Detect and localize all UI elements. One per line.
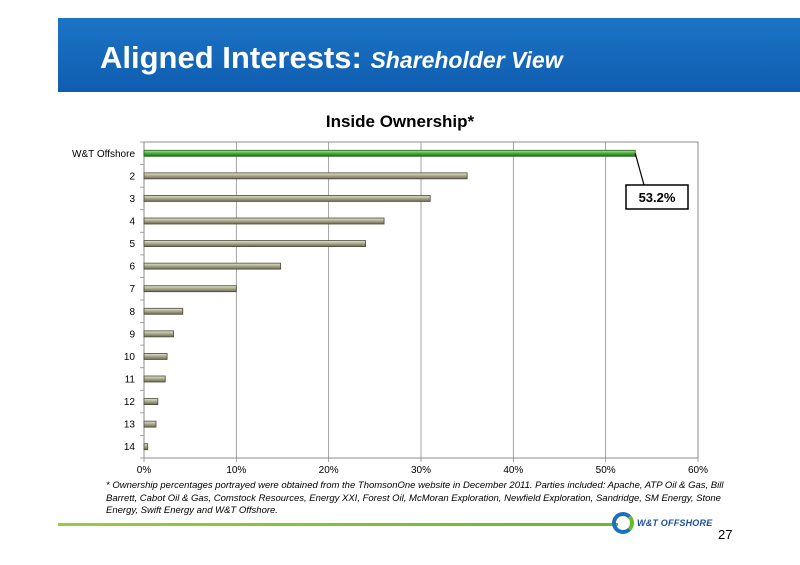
- slide-title: Aligned Interests: Shareholder View: [100, 40, 563, 76]
- x-tick-label: 20%: [319, 465, 339, 476]
- bar: [143, 420, 157, 428]
- y-category-label: 14: [124, 442, 136, 453]
- bar: [143, 262, 282, 270]
- y-category-label: 7: [129, 284, 135, 295]
- bar: [143, 285, 237, 293]
- page-number: 27: [718, 527, 733, 542]
- x-tick-label: 0%: [137, 465, 152, 476]
- bar: [143, 443, 149, 451]
- callout-leader-line: [634, 153, 645, 186]
- y-category-label: 4: [129, 217, 135, 228]
- y-category-label: 13: [124, 420, 136, 431]
- x-tick-label: 30%: [411, 465, 431, 476]
- bar-highlighted: [143, 149, 636, 157]
- bar: [143, 398, 159, 405]
- y-category-label: 10: [124, 352, 136, 363]
- bar: [143, 172, 468, 180]
- chart-title: Inside Ownership*: [325, 112, 475, 131]
- y-category-label: 5: [129, 239, 135, 250]
- slide-title-main: Aligned Interests:: [100, 40, 362, 75]
- y-category-label: 3: [129, 194, 135, 205]
- bar: [143, 240, 367, 247]
- bar: [143, 375, 166, 383]
- bar: [143, 330, 174, 338]
- y-category-label: W&T Offshore: [72, 149, 135, 160]
- bar: [143, 353, 168, 360]
- callout-value-label: 53.2%: [639, 190, 676, 205]
- y-category-label: 8: [129, 307, 135, 318]
- logo-icon: [612, 512, 634, 534]
- bar: [143, 195, 431, 202]
- y-category-label: 2: [129, 171, 135, 182]
- bar: [143, 217, 385, 225]
- bar: [143, 307, 184, 315]
- footnote: * Ownership percentages portrayed were o…: [106, 480, 724, 516]
- slide-title-sub: Shareholder View: [370, 47, 563, 73]
- x-tick-label: 60%: [688, 465, 708, 476]
- footer-divider: [58, 523, 618, 526]
- company-logo: W&T OFFSHORE: [612, 512, 712, 534]
- y-category-label: 11: [125, 375, 136, 386]
- callout-box: [625, 184, 689, 210]
- logo-text: W&T OFFSHORE: [637, 518, 713, 528]
- y-category-label: 9: [129, 329, 135, 340]
- y-category-label: 12: [124, 397, 136, 408]
- x-tick-label: 10%: [226, 465, 246, 476]
- y-category-label: 6: [129, 262, 135, 273]
- x-tick-label: 40%: [503, 465, 523, 476]
- title-banner: Aligned Interests: Shareholder View: [58, 18, 800, 92]
- x-tick-label: 50%: [596, 465, 616, 476]
